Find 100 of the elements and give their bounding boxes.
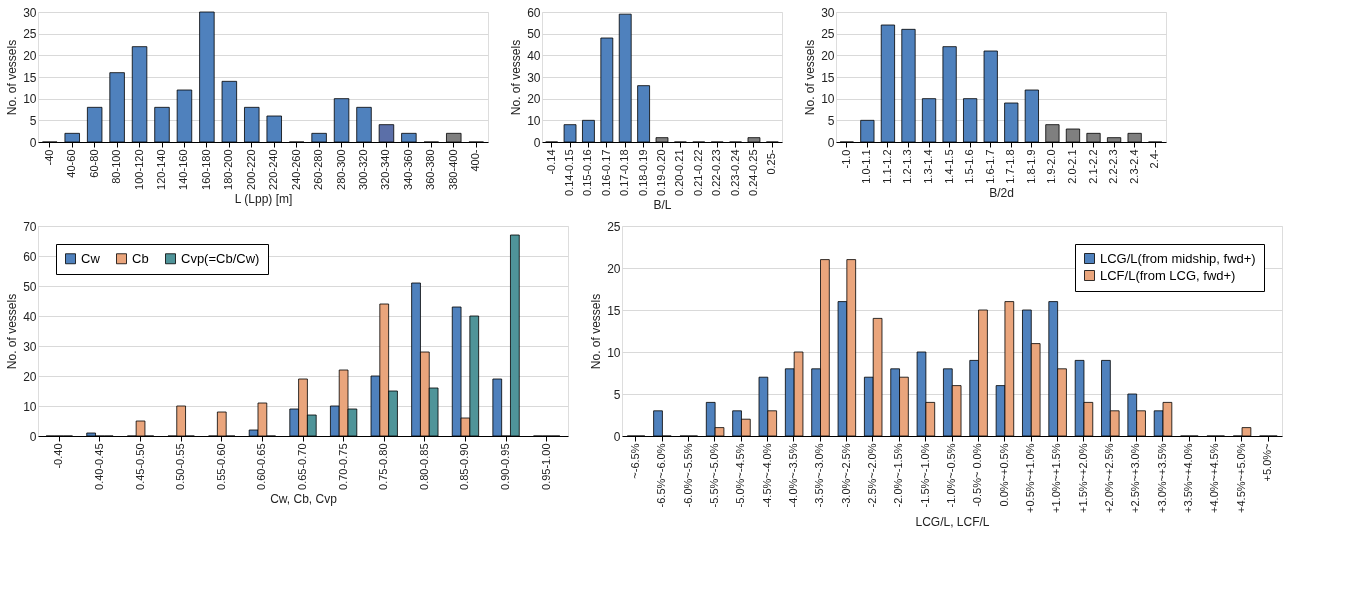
- y-tick-label: 20: [23, 48, 37, 63]
- x-tick-label: 320-340: [379, 149, 392, 190]
- x-tick-label: 1.8-1.9: [1024, 149, 1037, 184]
- x-tick-label: -0.5%~ 0.0%: [971, 443, 984, 507]
- y-tick-label: 5: [613, 387, 621, 402]
- x-tick-label: 0.60-0.65: [255, 443, 268, 490]
- x-tick-label: 60-80: [87, 149, 100, 178]
- x-tick-label: 1.3-1.4: [922, 149, 935, 184]
- y-tick-label: 50: [23, 279, 37, 294]
- x-tick-label: 0.14-0.15: [563, 149, 576, 196]
- x-tick-label: -4.0%~-3.5%: [786, 443, 799, 508]
- x-tick-label: 400-: [469, 149, 482, 172]
- x-tick-label: -1.0: [839, 149, 852, 169]
- x-tick-label: 100-120: [132, 149, 145, 190]
- x-tick-label: +2.0%~+2.5%: [1103, 443, 1116, 513]
- y-tick-label: 0: [29, 135, 37, 150]
- x-tick-label: -1.5%~-1.0%: [918, 443, 931, 508]
- x-axis-title: B/L: [653, 197, 672, 212]
- y-tick-label: 30: [23, 5, 37, 20]
- x-tick-label: 0.70-0.75: [336, 443, 349, 490]
- x-tick-label: 220-240: [267, 149, 280, 190]
- x-tick-label: 0.17-0.18: [618, 149, 631, 196]
- x-tick-label: 0.25-: [765, 149, 778, 175]
- y-tick-label: 15: [821, 70, 835, 85]
- x-tick-label: 0.15-0.16: [581, 149, 594, 196]
- y-tick-label: 25: [821, 27, 835, 42]
- x-tick-label: +0.5%~+1.0%: [1024, 443, 1037, 513]
- x-tick-label: 0.24-0.25: [746, 149, 759, 196]
- x-tick-label: ~-6.5%: [628, 443, 641, 479]
- x-tick-label: 80-100: [110, 149, 123, 184]
- y-tick-label: 0: [827, 135, 835, 150]
- y-axis-title: No. of vessels: [5, 293, 20, 370]
- y-axis-title: No. of vessels: [589, 293, 604, 370]
- x-tick-label: 1.4-1.5: [942, 149, 955, 184]
- x-tick-label: -40: [42, 149, 55, 166]
- x-tick-label: 120-140: [155, 149, 167, 190]
- x-tick-label: -6.5%~-6.0%: [655, 443, 668, 508]
- x-tick-label: -6.0%~-5.5%: [681, 443, 694, 508]
- x-tick-label: 1.6-1.7: [983, 149, 996, 184]
- x-tick-label: 2.3-2.4: [1127, 149, 1140, 184]
- x-tick-label: +4.5%~+5.0%: [1234, 443, 1247, 513]
- x-tick-label: 1.7-1.8: [1004, 149, 1017, 184]
- y-tick-label: 10: [23, 92, 37, 107]
- x-tick-label: -2.0%~-1.5%: [892, 443, 905, 508]
- x-tick-label: -5.0%~-4.5%: [734, 443, 747, 508]
- x-tick-label: 0.50-0.55: [174, 443, 187, 490]
- x-tick-label: +1.0%~+1.5%: [1050, 443, 1063, 513]
- y-tick-label: 10: [607, 345, 621, 360]
- y-tick-label: 25: [23, 27, 37, 42]
- x-tick-label: +3.5%~+4.0%: [1182, 443, 1195, 513]
- y-tick-label: 30: [23, 339, 37, 354]
- x-tick-label: -0.14: [544, 149, 557, 175]
- x-tick-label: +3.0%~+3.5%: [1155, 443, 1168, 513]
- x-tick-label: -1.0%~-0.5%: [945, 443, 957, 508]
- x-tick-label: 0.40-0.45: [92, 443, 105, 490]
- x-tick-label: -3.5%~-3.0%: [813, 443, 826, 508]
- x-tick-label: +1.5%~+2.0%: [1076, 443, 1089, 513]
- legend-label: Cb: [132, 250, 149, 266]
- x-tick-label: 0.23-0.24: [728, 149, 741, 196]
- y-tick-label: 10: [527, 113, 541, 128]
- x-tick-label: 380-400: [446, 149, 459, 190]
- x-tick-label: +2.5%~+3.0%: [1129, 443, 1142, 513]
- y-tick-label: 10: [23, 399, 37, 414]
- x-tick-label: 0.18-0.19: [636, 149, 649, 196]
- x-tick-label: 0.75-0.80: [377, 443, 390, 490]
- x-tick-label: 340-360: [401, 149, 414, 190]
- y-axis-title: No. of vessels: [803, 39, 818, 116]
- legend-label: LCG/L(from midship, fwd+): [1100, 250, 1256, 266]
- x-tick-label: 300-320: [357, 149, 369, 190]
- y-tick-label: 0: [613, 429, 621, 444]
- y-tick-label: 30: [527, 70, 541, 85]
- x-tick-label: 2.1-2.2: [1086, 149, 1099, 184]
- x-tick-label: 1.0-1.1: [860, 149, 873, 184]
- y-tick-label: 5: [827, 113, 835, 128]
- y-tick-label: 25: [607, 219, 621, 234]
- y-axis-title: No. of vessels: [5, 39, 20, 116]
- y-tick-label: 0: [29, 429, 37, 444]
- x-tick-label: 1.5-1.6: [963, 149, 976, 184]
- x-tick-label: 1.2-1.3: [901, 149, 914, 184]
- x-tick-label: 180-200: [222, 149, 235, 190]
- x-tick-label: 0.80-0.85: [417, 443, 430, 490]
- x-tick-label: -2.5%~-2.0%: [865, 443, 878, 508]
- legend-label: Cvp(=Cb/Cw): [181, 250, 260, 266]
- x-axis-title: L (Lpp) [m]: [234, 191, 293, 206]
- x-tick-label: 0.16-0.17: [599, 149, 612, 196]
- y-tick-label: 15: [607, 303, 621, 318]
- x-tick-label: -3.0%~-2.5%: [839, 443, 852, 508]
- x-tick-label: 280-300: [334, 149, 347, 190]
- y-tick-label: 20: [527, 92, 541, 107]
- y-tick-label: 30: [821, 5, 835, 20]
- y-tick-label: 40: [23, 309, 37, 324]
- x-tick-label: +4.0%~+4.5%: [1208, 443, 1221, 513]
- x-tick-label: 0.0%~+0.5%: [997, 443, 1010, 507]
- y-tick-label: 60: [527, 5, 541, 20]
- x-tick-label: 0.55-0.60: [214, 443, 227, 490]
- y-tick-label: 20: [607, 261, 621, 276]
- y-tick-label: 70: [23, 219, 37, 234]
- x-tick-label: 1.9-2.0: [1045, 149, 1058, 184]
- x-tick-label: 1.1-1.2: [880, 149, 893, 184]
- y-tick-label: 40: [527, 48, 541, 63]
